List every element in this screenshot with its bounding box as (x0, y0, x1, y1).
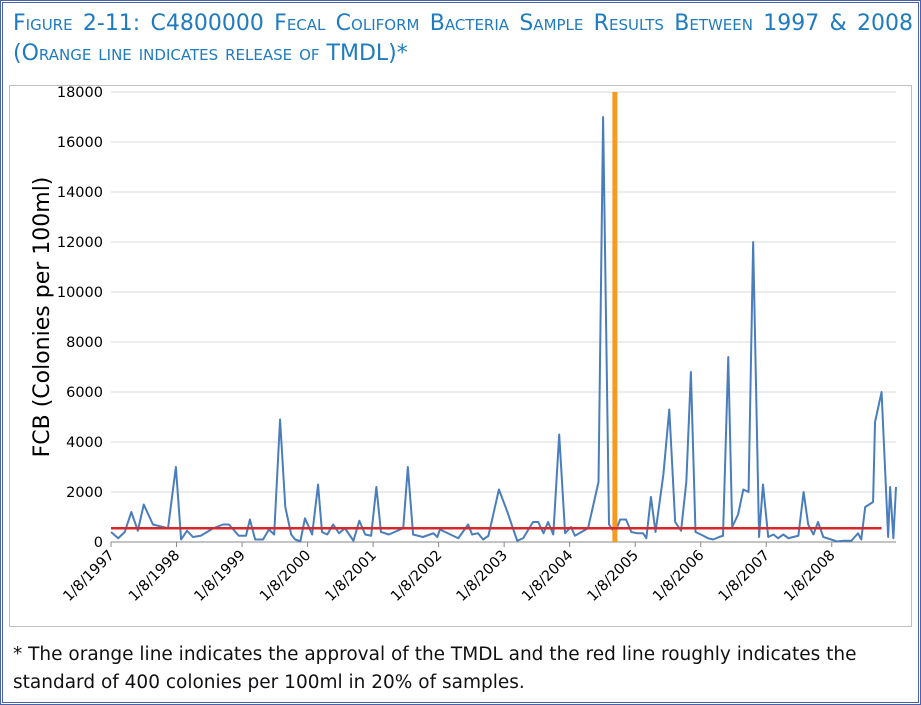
y-tick-label: 16000 (57, 135, 103, 151)
figure-title: Figure 2-11: C4800000 Fecal Coliform Bac… (13, 11, 913, 66)
y-tick-label: 14000 (57, 185, 103, 201)
y-axis-label: FCB (Colonies per 100ml) (30, 177, 55, 458)
y-tick-label: 6000 (66, 385, 103, 401)
chart: FCB (Colonies per 100ml) 0 2000 4000 6000 80… (9, 85, 912, 627)
y-tick-label: 2000 (66, 485, 103, 501)
chart-border (9, 85, 912, 627)
y-tick-label: 4000 (66, 435, 103, 451)
y-tick-label: 10000 (57, 285, 103, 301)
footnote: * The orange line indicates the approval… (13, 644, 857, 693)
y-tick-label: 0 (94, 535, 103, 551)
data-line (110, 116, 897, 543)
y-tick-label: 18000 (57, 85, 103, 101)
y-tick-label: 8000 (66, 335, 103, 351)
y-tick-label: 12000 (57, 235, 103, 251)
